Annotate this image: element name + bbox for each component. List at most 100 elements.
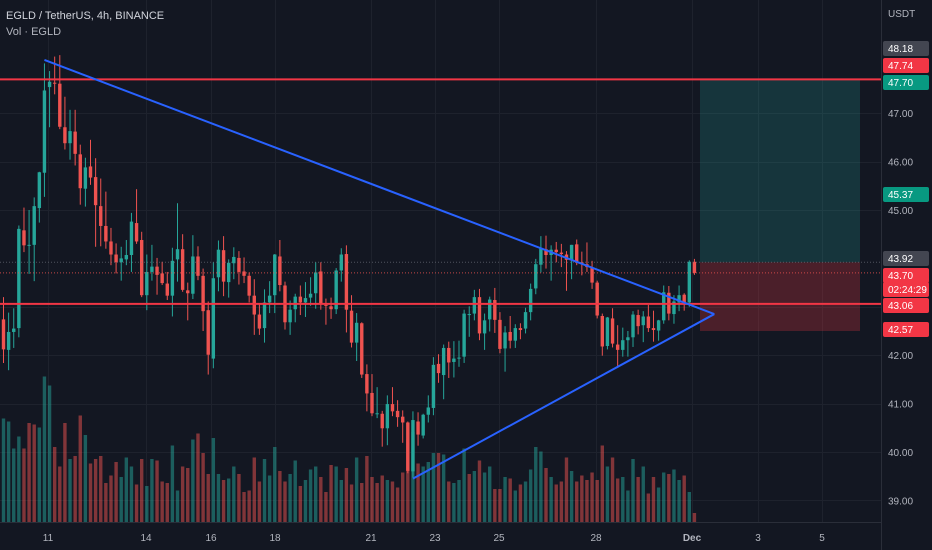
candle-body — [590, 267, 594, 283]
currency-label: USDT — [888, 9, 915, 20]
volume-bar — [375, 483, 379, 522]
y-tick-label: 46.00 — [888, 158, 913, 169]
y-tick-label: 39.00 — [888, 496, 913, 507]
candle-body — [477, 297, 482, 334]
price-badge-value: 48.18 — [888, 44, 913, 55]
volume-bar — [539, 451, 543, 522]
volume-bar — [523, 481, 528, 522]
volume-bar — [78, 415, 82, 522]
candle-body — [27, 244, 31, 246]
price-badge-value: 47.70 — [888, 78, 913, 89]
candle-body — [631, 314, 635, 338]
candle-body — [119, 258, 123, 263]
position-target-zone — [700, 79, 860, 263]
price-badge-bg — [883, 75, 929, 90]
candle-body — [32, 206, 36, 245]
volume-bar — [324, 492, 328, 522]
price-badge-bg — [883, 282, 929, 297]
volume-bar — [488, 466, 492, 522]
candle-body — [380, 413, 384, 429]
volume-bar — [662, 472, 666, 522]
candle-body — [395, 410, 400, 418]
candle-body — [150, 266, 154, 272]
volume-bar — [191, 439, 195, 522]
volume-bar — [83, 435, 88, 522]
candle-body — [467, 314, 471, 316]
candle-body — [37, 172, 42, 209]
volume-bar — [109, 475, 113, 522]
volume-bar — [119, 477, 123, 522]
volume-bar — [134, 484, 139, 522]
price-badge: 47.70 — [883, 75, 929, 90]
volume-bar — [1, 418, 6, 522]
x-tick-label: 23 — [429, 533, 441, 544]
candle-body — [431, 364, 436, 408]
candle-body — [68, 131, 72, 144]
price-badge: 43.70 — [883, 268, 929, 283]
x-tick-label: 25 — [493, 533, 505, 544]
price-badge-bg — [883, 322, 929, 337]
volume-bar — [395, 487, 400, 522]
volume-bar — [88, 463, 93, 522]
candle-body — [559, 252, 564, 255]
y-tick-label: 41.00 — [888, 400, 913, 411]
volume-bar — [549, 477, 553, 522]
candle-body — [498, 319, 502, 349]
candle-body — [303, 298, 308, 303]
volume-bar — [636, 477, 640, 522]
volume-bar — [52, 447, 57, 522]
x-tick-label: Dec — [683, 533, 702, 544]
volume-bar — [436, 453, 441, 522]
price-badge-bg — [883, 187, 929, 202]
volume-bar — [447, 481, 451, 522]
candle-body — [534, 264, 538, 289]
candle-body — [354, 322, 359, 343]
volume-bar — [441, 454, 446, 522]
volume-bar — [145, 486, 149, 522]
candle-body — [385, 404, 390, 429]
candle-body — [232, 256, 236, 264]
symbol-title: EGLD / TetherUS, 4h, BINANCE — [6, 10, 165, 22]
volume-bar — [667, 474, 671, 522]
volume-bar — [401, 472, 405, 522]
x-tick-label: 14 — [140, 533, 152, 544]
volume-bar — [308, 469, 313, 522]
volume-bar — [651, 477, 656, 522]
candle-body — [99, 206, 103, 226]
candle-body — [145, 271, 149, 296]
volume-bar — [211, 438, 216, 522]
price-badge: 42.57 — [883, 322, 929, 337]
candle-body — [114, 254, 118, 263]
candle-body — [180, 249, 185, 290]
candle-body — [406, 422, 410, 471]
volume-bar — [467, 474, 471, 522]
y-tick-label: 40.00 — [888, 448, 913, 459]
candle-body — [83, 167, 88, 189]
volume-bar — [600, 445, 605, 522]
candles — [1, 55, 697, 478]
volume-bar — [247, 490, 251, 522]
volume-bar — [344, 468, 349, 522]
candle-body — [575, 244, 579, 263]
candle-body — [6, 331, 11, 350]
y-tick-label: 45.00 — [888, 206, 913, 217]
volume-bar — [68, 459, 72, 522]
volume-bar — [692, 513, 697, 522]
candle-body — [447, 347, 451, 363]
volume-bar — [313, 466, 318, 522]
candle-body — [17, 228, 21, 329]
volume-bar — [656, 487, 661, 522]
candle-body — [257, 314, 262, 329]
volume-bar — [610, 457, 615, 522]
candle-body — [636, 315, 640, 327]
volume-bar — [493, 489, 497, 522]
candle-body — [201, 275, 205, 312]
candle-body — [47, 81, 52, 88]
volume-bar — [129, 466, 134, 522]
volume-bar — [175, 490, 180, 522]
volume-bar — [585, 480, 589, 522]
candle-body — [52, 82, 57, 84]
candle-body — [646, 316, 651, 329]
volume-bar — [334, 466, 338, 522]
